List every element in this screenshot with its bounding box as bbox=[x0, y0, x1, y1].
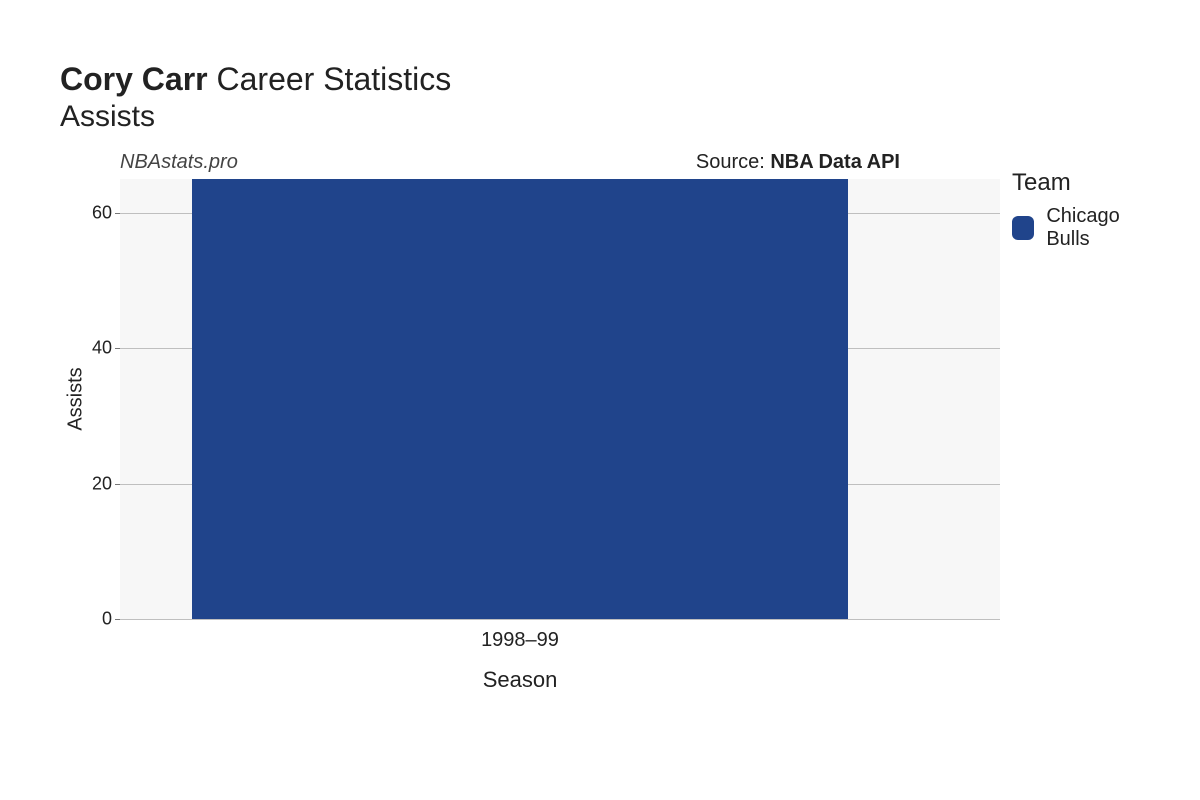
legend-label: Chicago Bulls bbox=[1046, 205, 1160, 251]
y-tick-mark bbox=[115, 484, 120, 485]
y-tick-mark bbox=[115, 213, 120, 214]
legend: Team Chicago Bulls bbox=[1012, 169, 1160, 251]
bar bbox=[192, 179, 848, 619]
gridline bbox=[920, 348, 1000, 349]
y-tick-label: 40 bbox=[62, 338, 112, 359]
title-metric: Assists bbox=[60, 100, 1160, 134]
source-attribution: Source: NBA Data API bbox=[696, 151, 900, 174]
y-tick-label: 60 bbox=[62, 202, 112, 223]
page-root: Cory Carr Career Statistics Assists NBAs… bbox=[0, 0, 1200, 800]
page-title: Cory Carr Career Statistics bbox=[60, 60, 1160, 98]
y-axis-label: Assists bbox=[65, 367, 88, 430]
title-player: Cory Carr bbox=[60, 61, 208, 97]
plot-area: Assists Season 02040601998–99 bbox=[120, 179, 920, 619]
watermark-text: NBAstats.pro bbox=[120, 151, 238, 174]
x-tick-label: 1998–99 bbox=[481, 629, 559, 652]
legend-title: Team bbox=[1012, 169, 1160, 197]
gridline bbox=[920, 619, 1000, 620]
x-axis-label: Season bbox=[483, 667, 558, 693]
legend-item: Chicago Bulls bbox=[1012, 205, 1160, 251]
y-tick-label: 0 bbox=[62, 609, 112, 630]
plot-right-margin bbox=[920, 179, 1000, 619]
chart-container: NBAstats.pro Source: NBA Data API Assist… bbox=[60, 155, 1160, 755]
legend-swatch bbox=[1012, 216, 1034, 240]
gridline bbox=[120, 619, 920, 620]
y-tick-mark bbox=[115, 348, 120, 349]
gridline bbox=[920, 213, 1000, 214]
y-tick-label: 20 bbox=[62, 473, 112, 494]
source-value: NBA Data API bbox=[770, 151, 900, 173]
gridline bbox=[920, 484, 1000, 485]
y-tick-mark bbox=[115, 619, 120, 620]
source-label: Source: bbox=[696, 151, 770, 173]
title-suffix: Career Statistics bbox=[217, 61, 452, 97]
